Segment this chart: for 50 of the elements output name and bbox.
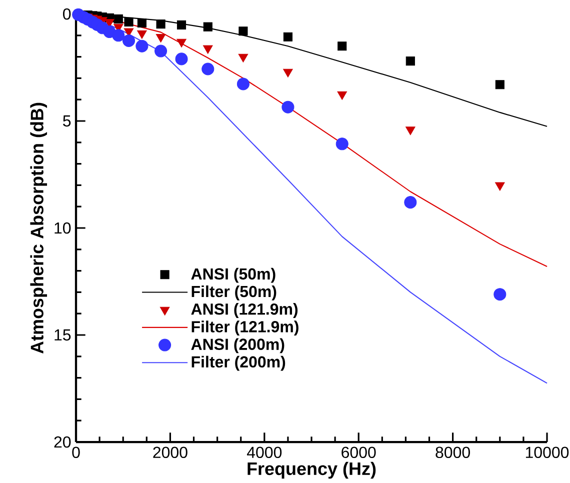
point — [283, 32, 292, 42]
y-tick-label: 0 — [63, 8, 71, 20]
point — [406, 56, 415, 66]
x-tick-label: 4000 — [246, 446, 282, 458]
x-tick-label: 10000 — [526, 446, 569, 458]
legend-label: Filter (50m) — [192, 285, 276, 300]
point — [282, 100, 294, 114]
point — [124, 17, 134, 26]
point — [176, 20, 186, 30]
y-tick-label: 5 — [63, 115, 71, 127]
x-tick-label: 0 — [72, 446, 80, 458]
y-tick-label: 10 — [54, 222, 71, 234]
x-tick-label: 6000 — [342, 446, 376, 458]
point — [236, 78, 250, 90]
point — [122, 34, 136, 48]
legend-label: ANSI (121.9m) — [191, 303, 298, 318]
point — [114, 14, 123, 24]
y-tick-label: 15 — [54, 329, 71, 341]
point — [136, 40, 148, 52]
point — [176, 38, 186, 48]
point — [283, 68, 293, 78]
y-tick-label: 20 — [54, 436, 71, 448]
point — [202, 45, 213, 54]
y-axis-title: Atmospheric Absorption (dB) — [30, 102, 48, 354]
point — [338, 42, 347, 51]
point — [406, 126, 416, 136]
point — [203, 22, 212, 32]
point — [495, 80, 504, 90]
legend-label: Filter (121.9m) — [192, 320, 298, 336]
point — [238, 26, 248, 36]
point — [154, 44, 168, 58]
x-tick-label: 2000 — [153, 446, 188, 458]
point — [175, 52, 188, 66]
point — [238, 54, 248, 62]
point — [336, 138, 348, 150]
point — [494, 288, 506, 301]
point — [495, 182, 505, 191]
point — [156, 34, 166, 43]
point — [137, 18, 146, 28]
point — [337, 91, 348, 100]
point — [202, 62, 214, 76]
x-axis-title: Frequency (Hz) — [248, 462, 376, 479]
legend-label: Filter (200m) — [192, 356, 286, 371]
legend-label: ANSI (200m) — [191, 338, 284, 354]
legend-label: ANSI (50m) — [191, 268, 276, 283]
point — [112, 29, 125, 42]
point — [404, 196, 417, 209]
point — [156, 20, 166, 29]
x-tick-label: 8000 — [436, 446, 470, 458]
point — [137, 30, 147, 39]
